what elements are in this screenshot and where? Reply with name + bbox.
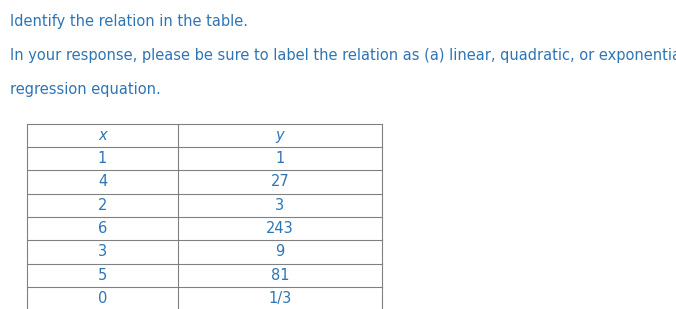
Text: 4: 4 <box>98 174 107 189</box>
Text: 0: 0 <box>98 291 107 306</box>
Text: 3: 3 <box>275 198 285 213</box>
Text: 1: 1 <box>275 151 285 166</box>
Text: Identify the relation in the table.: Identify the relation in the table. <box>10 14 248 29</box>
Text: y: y <box>276 128 284 143</box>
Text: 27: 27 <box>270 174 289 189</box>
Text: 81: 81 <box>270 268 289 283</box>
Text: In your response, please be sure to label the relation as (a) linear, quadratic,: In your response, please be sure to labe… <box>10 48 676 63</box>
Text: 1: 1 <box>98 151 107 166</box>
Text: 6: 6 <box>98 221 107 236</box>
Text: regression equation.: regression equation. <box>10 82 161 97</box>
Text: 243: 243 <box>266 221 294 236</box>
Text: 2: 2 <box>98 198 107 213</box>
Text: 9: 9 <box>275 244 285 260</box>
Text: 5: 5 <box>98 268 107 283</box>
Text: 1/3: 1/3 <box>268 291 291 306</box>
Text: x: x <box>98 128 107 143</box>
Text: 3: 3 <box>98 244 107 260</box>
